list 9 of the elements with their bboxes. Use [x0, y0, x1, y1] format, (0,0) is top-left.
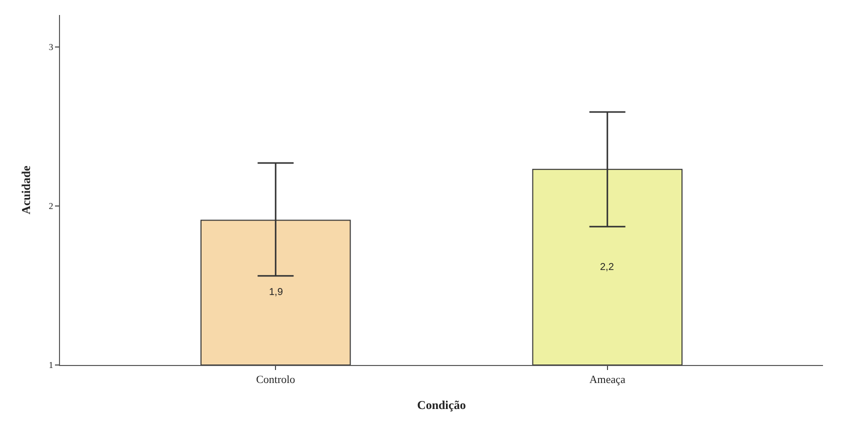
y-tick-label: 2: [48, 201, 54, 212]
x-tick-label: Controlo: [256, 374, 296, 386]
x-tick-label: Ameaça: [589, 374, 626, 386]
data-label: 1,9: [269, 287, 284, 298]
x-axis-title: Condição: [417, 398, 466, 412]
y-axis-title: Acuidade: [19, 164, 33, 214]
y-tick-label: 3: [48, 42, 54, 52]
y-tick-label: 1: [48, 360, 54, 370]
data-label: 2,2: [600, 262, 614, 273]
